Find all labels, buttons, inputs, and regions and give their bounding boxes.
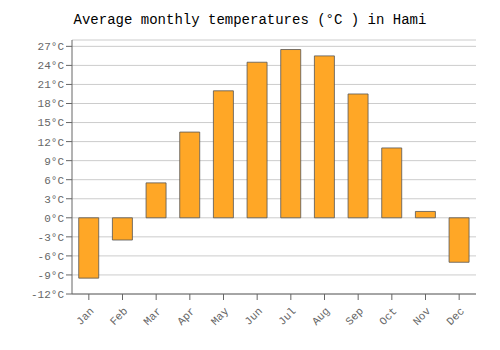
svg-text:-12°C: -12°C — [31, 289, 64, 301]
svg-text:24°C: 24°C — [38, 60, 65, 72]
svg-text:Jun: Jun — [242, 305, 264, 327]
svg-text:Sep: Sep — [343, 305, 365, 327]
svg-text:-6°C: -6°C — [38, 251, 65, 263]
svg-text:Mar: Mar — [141, 305, 163, 327]
svg-text:27°C: 27°C — [38, 41, 65, 53]
html-text:Average monthly temperatures (: Average monthly temperatures (°C ) in Ha… — [73, 12, 427, 28]
svg-text:9°C: 9°C — [44, 156, 64, 168]
svg-text:3°C: 3°C — [44, 194, 64, 206]
svg-text:0°C: 0°C — [44, 213, 64, 225]
svg-text:21°C: 21°C — [38, 79, 65, 91]
svg-text:-9°C: -9°C — [38, 270, 65, 282]
svg-text:Jan: Jan — [74, 305, 96, 327]
svg-text:Aug: Aug — [310, 305, 332, 327]
svg-text:Feb: Feb — [108, 305, 130, 327]
svg-text:12°C: 12°C — [38, 137, 65, 149]
svg-text:-3°C: -3°C — [38, 232, 65, 244]
svg-text:May: May — [209, 305, 232, 328]
svg-text:Dec: Dec — [444, 305, 466, 327]
svg-text:15°C: 15°C — [38, 117, 65, 129]
svg-text:Apr: Apr — [175, 305, 197, 327]
svg-text:18°C: 18°C — [38, 98, 65, 110]
svg-text:Jul: Jul — [276, 305, 298, 327]
svg-text:Nov: Nov — [411, 305, 434, 328]
svg-text:6°C: 6°C — [44, 175, 64, 187]
svg-text:Oct: Oct — [377, 305, 399, 327]
